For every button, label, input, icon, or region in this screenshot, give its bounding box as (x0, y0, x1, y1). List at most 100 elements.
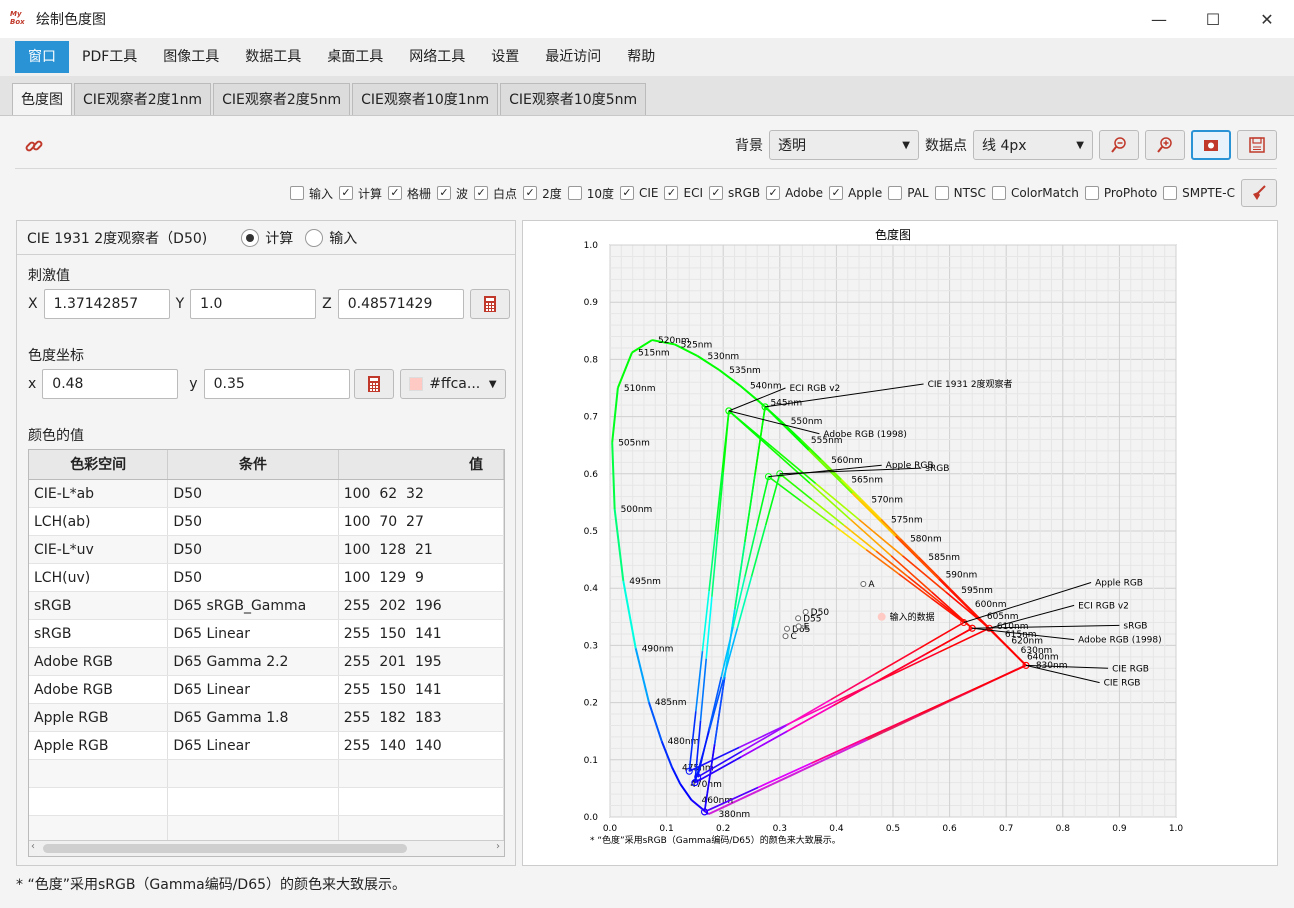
background-select[interactable]: 透明 ▼ (769, 130, 919, 160)
x-input[interactable]: 0.48 (42, 369, 179, 399)
checkbox-prophoto[interactable]: ProPhoto (1084, 186, 1157, 200)
gamut-edge (708, 679, 724, 732)
minimize-button[interactable]: — (1151, 9, 1167, 29)
y-input[interactable]: 0.35 (203, 369, 350, 399)
menu-recent[interactable]: 最近访问 (545, 49, 602, 65)
table-row[interactable]: LCH(ab) D50 100 70 27 (29, 508, 504, 536)
radio-calc[interactable]: 计算 (241, 228, 293, 248)
checkbox-whitepoint[interactable]: ✓ 白点 (474, 185, 517, 202)
tab-cie2-5nm[interactable]: CIE观察者2度5nm (213, 83, 351, 115)
checkbox-adobe[interactable]: ✓ Adobe (766, 186, 823, 200)
gamut-label: sRGB (925, 464, 949, 474)
zoom-out-button[interactable] (1099, 130, 1139, 160)
menu-data-tools[interactable]: 数据工具 (245, 49, 302, 65)
tab-cie10-5nm[interactable]: CIE观察者10度5nm (500, 83, 647, 115)
calculate-xy-button[interactable] (353, 369, 394, 399)
tab-chromaticity[interactable]: 色度图 (12, 83, 72, 115)
checkbox-apple[interactable]: ✓ Apple (829, 186, 882, 200)
Z-input[interactable]: 0.48571429 (337, 289, 464, 319)
color-values-table[interactable]: 色彩空间 条件 值 CIE-L*ab D50 100 62 32 LCH(ab) D50… (28, 449, 505, 857)
menu-settings[interactable]: 设置 (491, 49, 520, 65)
gamut-edge (764, 473, 781, 526)
tab-cie2-1nm[interactable]: CIE观察者2度1nm (74, 83, 212, 115)
Y-input[interactable]: 1.0 (190, 289, 317, 319)
radio-icon (305, 228, 324, 247)
table-row[interactable]: Adobe RGB D65 Linear 255 150 141 (29, 676, 504, 704)
close-button[interactable]: ✕ (1260, 9, 1274, 29)
table-row[interactable] (29, 760, 504, 788)
col-header-value[interactable]: 值 (339, 450, 504, 479)
clear-button[interactable] (1241, 179, 1277, 207)
purple-line-segment (866, 731, 884, 741)
table-row[interactable]: Apple RGB D65 Linear 255 140 140 (29, 732, 504, 760)
table-header: 色彩空间 条件 值 (29, 450, 504, 480)
table-row[interactable]: sRGB D65 sRGB_Gamma 255 202 196 (29, 592, 504, 620)
table-row[interactable]: LCH(uv) D50 100 129 9 (29, 564, 504, 592)
menu-network-tools[interactable]: 网络工具 (409, 49, 466, 65)
maximize-button[interactable]: ☐ (1205, 9, 1221, 29)
table-row[interactable]: CIE-L*uv D50 100 128 21 (29, 536, 504, 564)
checkbox-wave[interactable]: ✓ 波 (437, 185, 468, 202)
table-row[interactable]: Apple RGB D65 Gamma 1.8 255 182 183 (29, 704, 504, 732)
checkbox-10deg[interactable]: 10度 (567, 185, 614, 202)
checkbox-eci[interactable]: ✓ ECI (664, 186, 703, 200)
horizontal-scrollbar[interactable]: ‹ › (29, 840, 504, 856)
checkbox-pal[interactable]: PAL (888, 186, 929, 200)
purple-line-segment (930, 701, 947, 711)
snapshot-button[interactable] (1191, 130, 1231, 160)
tab-cie10-1nm[interactable]: CIE观察者10度1nm (352, 83, 499, 115)
checkbox-smpte-c[interactable]: SMPTE-C (1163, 186, 1235, 200)
radio-input[interactable]: 输入 (305, 228, 357, 248)
checkbox-calc[interactable]: ✓ 计算 (339, 185, 382, 202)
table-cell: 255 150 141 (339, 676, 504, 703)
gamut-edge (938, 578, 984, 623)
gamut-label: Adobe RGB (1998) (1078, 636, 1162, 646)
table-row[interactable] (29, 816, 504, 844)
col-header-condition[interactable]: 条件 (168, 450, 339, 479)
scroll-right-icon[interactable]: › (496, 841, 500, 852)
checkbox-cie[interactable]: ✓ CIE (619, 186, 658, 200)
menu-help[interactable]: 帮助 (627, 49, 656, 65)
checkbox-grid[interactable]: ✓ 格栅 (388, 185, 431, 202)
table-cell: Apple RGB (29, 732, 169, 759)
menu-image-tools[interactable]: 图像工具 (163, 49, 220, 65)
checkbox-ntsc[interactable]: NTSC (934, 186, 986, 200)
gamut-edge (890, 555, 933, 593)
checkbox-srgb[interactable]: ✓ sRGB (708, 186, 760, 200)
input-point-marker (877, 612, 886, 621)
table-cell: LCH(uv) (29, 564, 169, 591)
chromaticity-chart[interactable]: 0.0 0.1 0.2 0.3 0.4 0.5 0.6 0.7 0.8 0.9 1.0 0.0 0.1 0… (523, 221, 1277, 865)
X-input[interactable]: 1.37142857 (43, 289, 170, 319)
table-row[interactable]: sRGB D65 Linear 255 150 141 (29, 620, 504, 648)
scroll-thumb[interactable] (43, 844, 407, 853)
gamut-edge (779, 473, 813, 501)
table-row[interactable]: CIE-L*ab D50 100 62 32 (29, 480, 504, 508)
y-tick-label: 0.7 (584, 413, 598, 423)
scroll-left-icon[interactable]: ‹ (31, 841, 35, 852)
spectral-locus-segment (647, 701, 663, 742)
col-header-space[interactable]: 色彩空间 (29, 450, 169, 479)
color-picker[interactable]: #ffca... ▼ (399, 369, 506, 399)
menu-desktop-tools[interactable]: 桌面工具 (327, 49, 384, 65)
wavelength-label: 620nm (1011, 637, 1043, 647)
y-tick-label: 0.1 (584, 756, 598, 766)
wavelength-label: 575nm (891, 515, 923, 525)
menu-window[interactable]: 窗口 (15, 41, 69, 73)
gamut-edge (843, 524, 877, 552)
wavelength-label: 600nm (975, 600, 1007, 610)
zoom-in-button[interactable] (1145, 130, 1185, 160)
checkbox-colormatch[interactable]: ColorMatch (991, 186, 1079, 200)
checkbox-input[interactable]: 输入 (289, 185, 333, 202)
data-points-select[interactable]: 线 4px ▼ (973, 130, 1093, 160)
checkbox-2deg[interactable]: ✓ 2度 (523, 185, 562, 202)
whitepoint-marker (783, 625, 790, 632)
gamut-edge (728, 410, 770, 448)
camera-icon (1204, 140, 1218, 151)
calculate-xyz-button[interactable] (469, 289, 510, 319)
link-icon[interactable] (23, 135, 45, 157)
purple-line-segment (835, 746, 852, 756)
table-row[interactable]: Adobe RGB D65 Gamma 2.2 255 201 195 (29, 648, 504, 676)
save-button[interactable] (1237, 130, 1277, 160)
menu-pdf-tools[interactable]: PDF工具 (82, 49, 138, 65)
table-row[interactable] (29, 788, 504, 816)
